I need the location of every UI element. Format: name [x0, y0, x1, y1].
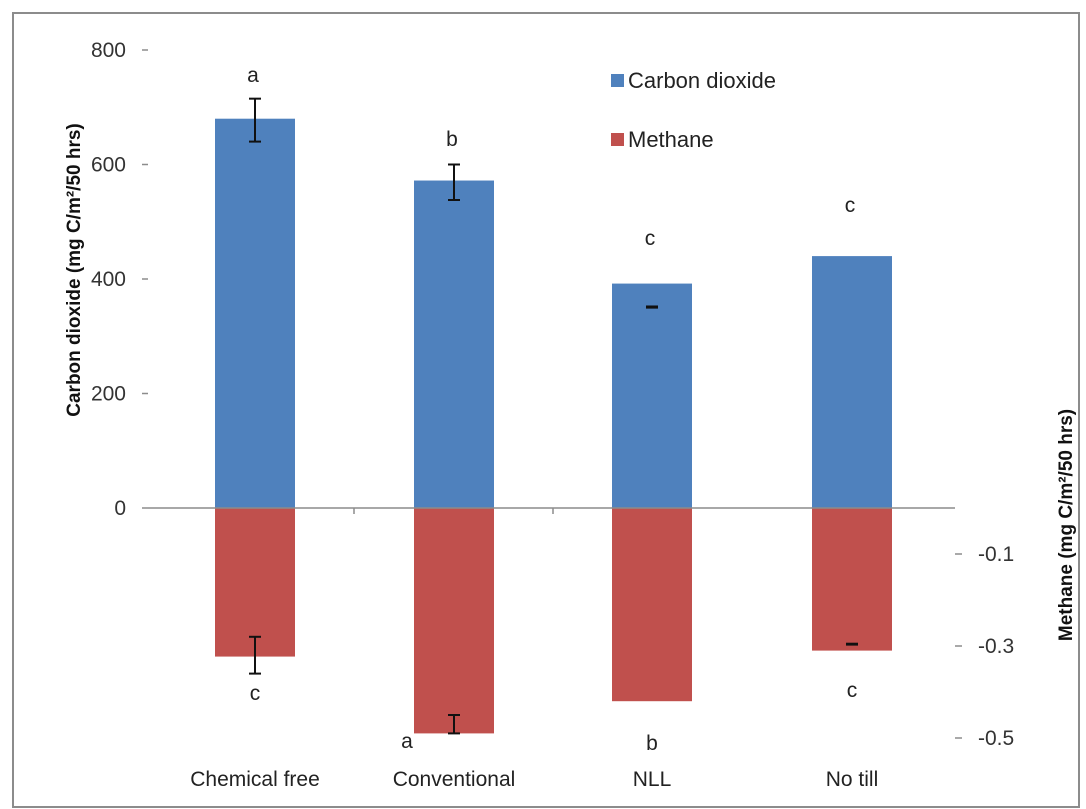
- methane-bar: [414, 508, 494, 734]
- y-left-tick-label: 400: [91, 268, 126, 291]
- methane-bar: [612, 508, 692, 702]
- legend-swatch-carbon-dioxide: [611, 74, 624, 87]
- chart-frame: [12, 12, 1080, 808]
- y-right-tick-label: -0.5: [978, 727, 1014, 750]
- y-left-axis-title: Carbon dioxide (mg C/m²/50 hrs): [64, 123, 85, 416]
- methane-significance-letter: c: [847, 679, 858, 702]
- methane-bar: [215, 508, 295, 657]
- y-right-axis-title: Methane (mg C/m²/50 hrs): [1056, 409, 1077, 641]
- x-category-label: No till: [826, 768, 879, 791]
- methane-significance-letter: a: [401, 730, 413, 753]
- plot-area: 800 600 400 200 0 -0.1 -0.3 -0.5 a b c c c a b c Chemica…: [91, 39, 1014, 791]
- co2-bar: [812, 256, 892, 508]
- x-category-label: Chemical free: [190, 768, 320, 791]
- co2-significance-letter: a: [247, 64, 259, 87]
- co2-bar: [215, 118, 295, 508]
- methane-bar: [812, 508, 892, 651]
- legend-label-carbon-dioxide: Carbon dioxide: [628, 68, 776, 93]
- legend: Carbon dioxide Methane: [611, 68, 776, 152]
- co2-significance-letter: b: [446, 128, 458, 151]
- methane-significance-letter: c: [250, 682, 261, 705]
- co2-bar: [414, 180, 494, 508]
- y-right-tick-label: -0.1: [978, 543, 1014, 566]
- co2-bar: [612, 283, 692, 508]
- co2-significance-letter: c: [845, 194, 856, 217]
- x-category-label: Conventional: [393, 768, 516, 791]
- legend-swatch-methane: [611, 133, 624, 146]
- x-category-label: NLL: [633, 768, 672, 791]
- y-left-tick-label: 800: [91, 39, 126, 62]
- methane-significance-letter: b: [646, 732, 658, 755]
- co2-significance-letter: c: [645, 227, 656, 250]
- y-left-tick-label: 600: [91, 154, 126, 177]
- legend-label-methane: Methane: [628, 127, 714, 152]
- y-left-tick-label: 0: [114, 497, 126, 520]
- y-right-tick-label: -0.3: [978, 635, 1014, 658]
- y-left-tick-label: 200: [91, 383, 126, 406]
